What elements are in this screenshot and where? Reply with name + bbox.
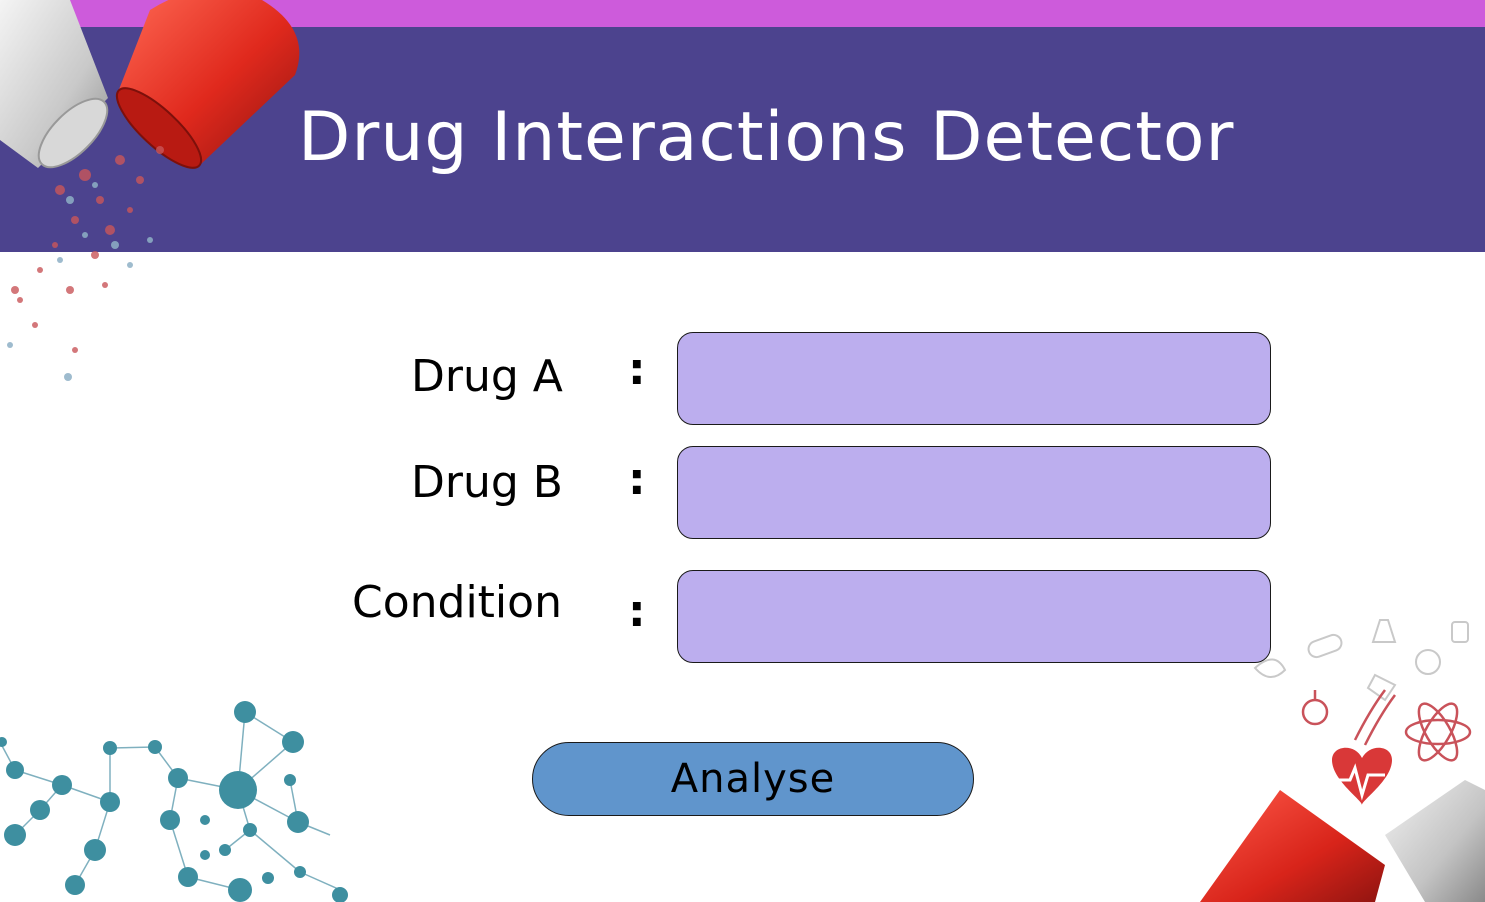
drug-a-separator: : — [628, 344, 646, 395]
drug-b-label: Drug B — [411, 457, 563, 508]
analyse-button-label: Analyse — [670, 756, 836, 802]
condition-input[interactable] — [677, 570, 1271, 663]
condition-separator: : — [628, 586, 646, 637]
condition-label: Condition — [352, 577, 562, 628]
drug-a-input[interactable] — [677, 332, 1271, 425]
drug-b-input[interactable] — [677, 446, 1271, 539]
molecule-network-icon — [0, 701, 348, 902]
analyse-button[interactable]: Analyse — [532, 742, 974, 816]
capsule-icon — [0, 0, 300, 381]
drug-b-separator: : — [628, 454, 646, 505]
page-title: Drug Interactions Detector — [298, 98, 1235, 177]
medical-symbols-icon — [1200, 619, 1485, 902]
drug-a-label: Drug A — [411, 351, 563, 402]
